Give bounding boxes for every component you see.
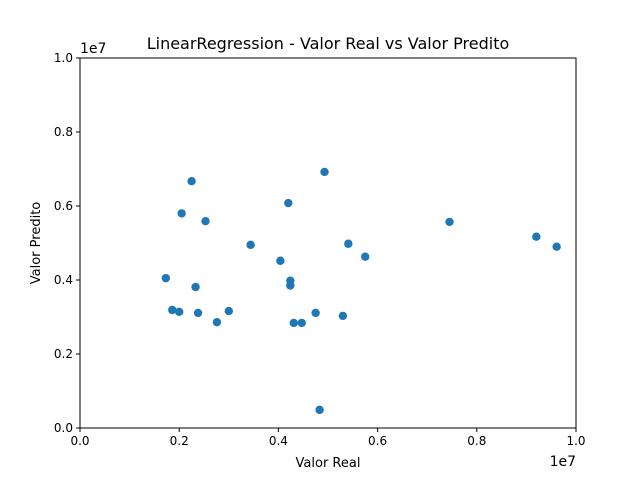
plot-area-frame bbox=[79, 57, 577, 429]
x-tick-label-5: 0.8 bbox=[467, 434, 486, 448]
data-point-20 bbox=[320, 167, 329, 177]
data-point-9 bbox=[212, 317, 222, 327]
data-point-13 bbox=[284, 198, 293, 208]
y-tick-label-5: 0.8 bbox=[54, 125, 73, 139]
y-tick-label-1: 0.0 bbox=[54, 421, 73, 435]
data-point-11 bbox=[246, 240, 255, 250]
data-point-25 bbox=[532, 232, 541, 241]
y-tick-label-3: 0.4 bbox=[54, 273, 73, 287]
data-points bbox=[161, 167, 561, 415]
data-point-1 bbox=[161, 273, 171, 283]
data-point-4 bbox=[177, 209, 186, 218]
x-axis-ticks: 0.0 0.2 0.4 0.6 0.8 1.0 bbox=[70, 428, 586, 448]
x-axis-label: Valor Real bbox=[296, 456, 361, 471]
x-tick-label-3: 0.4 bbox=[269, 434, 288, 448]
data-point-3 bbox=[175, 307, 184, 317]
data-point-8 bbox=[201, 216, 210, 226]
y-axis-offset-label: 1e7 bbox=[80, 41, 106, 57]
chart-title: LinearRegression - Valor Real vs Valor P… bbox=[147, 34, 510, 53]
data-point-22 bbox=[344, 239, 353, 248]
y-tick-label-6: 1.0 bbox=[54, 51, 73, 65]
y-axis-label: Valor Predito bbox=[29, 202, 44, 285]
data-point-19 bbox=[315, 405, 324, 415]
data-point-12 bbox=[276, 256, 285, 265]
data-point-21 bbox=[338, 311, 348, 321]
data-point-15 bbox=[286, 281, 295, 290]
data-point-10 bbox=[224, 306, 233, 316]
x-axis-offset-label: 1e7 bbox=[550, 454, 576, 470]
y-tick-label-2: 0.2 bbox=[54, 347, 73, 361]
data-point-2 bbox=[168, 305, 177, 315]
x-tick-label-2: 0.2 bbox=[170, 434, 189, 448]
data-point-18 bbox=[311, 308, 320, 318]
data-point-6 bbox=[191, 282, 200, 292]
y-tick-label-4: 0.6 bbox=[54, 199, 73, 213]
y-axis-ticks: 0.0 0.2 0.4 0.6 0.8 1.0 bbox=[54, 51, 80, 435]
data-point-16 bbox=[289, 318, 298, 328]
data-point-5 bbox=[187, 177, 196, 186]
x-tick-label-1: 0.0 bbox=[70, 434, 89, 448]
data-point-17 bbox=[297, 318, 306, 328]
data-point-7 bbox=[193, 308, 203, 318]
data-point-23 bbox=[361, 252, 370, 261]
data-point-24 bbox=[445, 217, 454, 227]
x-tick-label-6: 1.0 bbox=[566, 434, 585, 448]
x-tick-label-4: 0.6 bbox=[368, 434, 387, 448]
data-point-26 bbox=[552, 242, 561, 251]
